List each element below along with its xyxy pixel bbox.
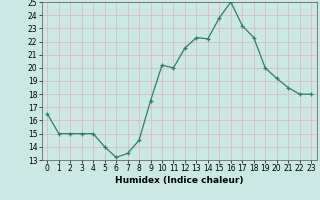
X-axis label: Humidex (Indice chaleur): Humidex (Indice chaleur) <box>115 176 244 185</box>
